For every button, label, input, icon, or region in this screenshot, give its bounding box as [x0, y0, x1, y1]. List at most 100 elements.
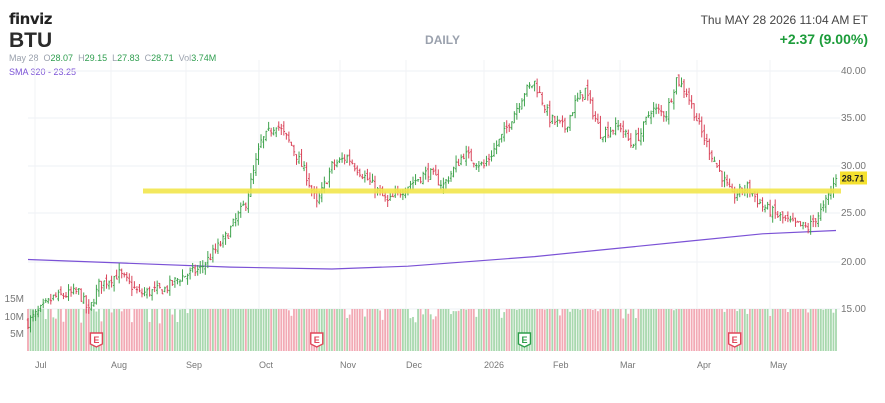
ohlc-bar	[158, 282, 161, 289]
ohlc-bar	[533, 80, 536, 92]
sma-legend[interactable]: SMA 320 - 23.25	[9, 67, 77, 77]
ohlc-bar	[148, 286, 151, 297]
ohlc-bar	[515, 103, 519, 120]
earnings-label: E	[93, 335, 99, 345]
ohlc-bar	[589, 90, 592, 104]
volume-bar	[315, 309, 318, 351]
volume-tick-label: 5M	[10, 329, 24, 340]
ohlc-bar	[715, 162, 719, 168]
volume-bar	[313, 309, 316, 351]
ohlc-bar	[637, 127, 640, 142]
ohlc-bar	[386, 194, 389, 208]
volume-bar	[640, 309, 642, 351]
ohlc-bar	[242, 200, 245, 206]
ohlc-bar	[353, 162, 356, 172]
volume-bar	[450, 314, 452, 351]
ohlc-bar	[267, 121, 270, 132]
ohlc-bar	[824, 194, 828, 213]
ohlc-bar	[110, 275, 113, 288]
ohlc-bar	[229, 225, 232, 238]
ohlc-bar	[145, 287, 149, 299]
volume-bar	[807, 312, 810, 351]
volume-bar	[472, 309, 475, 351]
volume-bar	[184, 309, 186, 351]
volume-bar	[204, 309, 207, 351]
volume-bar	[650, 309, 652, 351]
volume-bar	[275, 309, 278, 351]
ohlc-bar	[692, 103, 696, 121]
volume-bar	[191, 309, 194, 351]
volume-bar	[60, 309, 62, 351]
volume-bar	[564, 309, 566, 351]
ohlc-bar	[411, 176, 415, 190]
ohlc-bar	[183, 275, 187, 278]
volume-bar	[584, 309, 587, 351]
ohlc-bar	[761, 197, 764, 212]
volume-bar	[690, 309, 693, 351]
ohlc-bar	[720, 170, 724, 187]
volume-bar	[130, 322, 133, 351]
finviz-logo[interactable]: finviz	[9, 10, 53, 28]
ohlc-bar	[358, 168, 362, 178]
volume-bar	[652, 309, 655, 351]
ohlc-bar	[163, 286, 166, 293]
volume-bar	[439, 309, 442, 351]
ohlc-bar	[219, 240, 222, 247]
ohlc-bar	[82, 292, 85, 304]
volume-bar	[298, 309, 300, 351]
volume-bar	[622, 318, 625, 351]
ohlc-bar	[672, 89, 676, 110]
volume-bar	[92, 309, 95, 351]
ohlc-bar	[112, 275, 116, 292]
volume-bar	[158, 323, 161, 351]
volume-bar	[769, 315, 772, 351]
volume-bar	[194, 309, 197, 351]
volume-bar	[98, 309, 100, 351]
volume-bar	[34, 310, 37, 351]
ohlc-bar	[644, 116, 648, 125]
volume-bar	[437, 309, 440, 351]
ohlc-bar	[629, 133, 633, 148]
volume-bar	[303, 309, 305, 351]
volume-bar	[143, 309, 146, 351]
ohlc-bar	[794, 217, 797, 227]
volume-bar	[376, 309, 379, 351]
ohlc-bar	[181, 269, 184, 282]
volume-bar	[113, 309, 116, 351]
ohlc-bar	[290, 141, 293, 146]
volume-bar	[338, 309, 341, 351]
volume-bar	[667, 309, 670, 351]
volume-bar	[49, 309, 52, 351]
volume-bar	[290, 315, 293, 351]
ohlc-bar	[54, 292, 58, 298]
volume-bar	[761, 309, 764, 351]
ohlc-bar	[155, 280, 159, 295]
ohlc-bar	[368, 172, 372, 185]
volume-bar	[799, 309, 802, 351]
volume-bar	[174, 309, 176, 351]
ohlc-bar	[328, 167, 331, 188]
volume-bar	[804, 309, 807, 351]
volume-bar	[614, 309, 617, 351]
ohlc-bar	[718, 159, 721, 172]
volume-bar	[771, 309, 774, 351]
ohlc-bar	[497, 138, 501, 147]
ohlc-bar	[475, 163, 478, 170]
volume-bar	[196, 309, 199, 351]
ohlc-bar	[819, 203, 823, 221]
volume-bar	[176, 321, 179, 351]
volume-bar	[675, 309, 678, 351]
ohlc-bar	[546, 104, 549, 116]
ohlc-bar	[62, 292, 65, 300]
ohlc-bar	[234, 213, 237, 227]
volume-bar	[814, 309, 817, 351]
volume-bar	[748, 309, 751, 351]
ohlc-bar	[231, 218, 235, 227]
volume-bar	[824, 309, 827, 351]
volume-bar	[128, 309, 131, 351]
ohlc-bar	[52, 294, 55, 301]
ohlc-bar	[206, 251, 210, 269]
ohlc-bar	[90, 301, 93, 311]
volume-bar	[217, 309, 219, 351]
